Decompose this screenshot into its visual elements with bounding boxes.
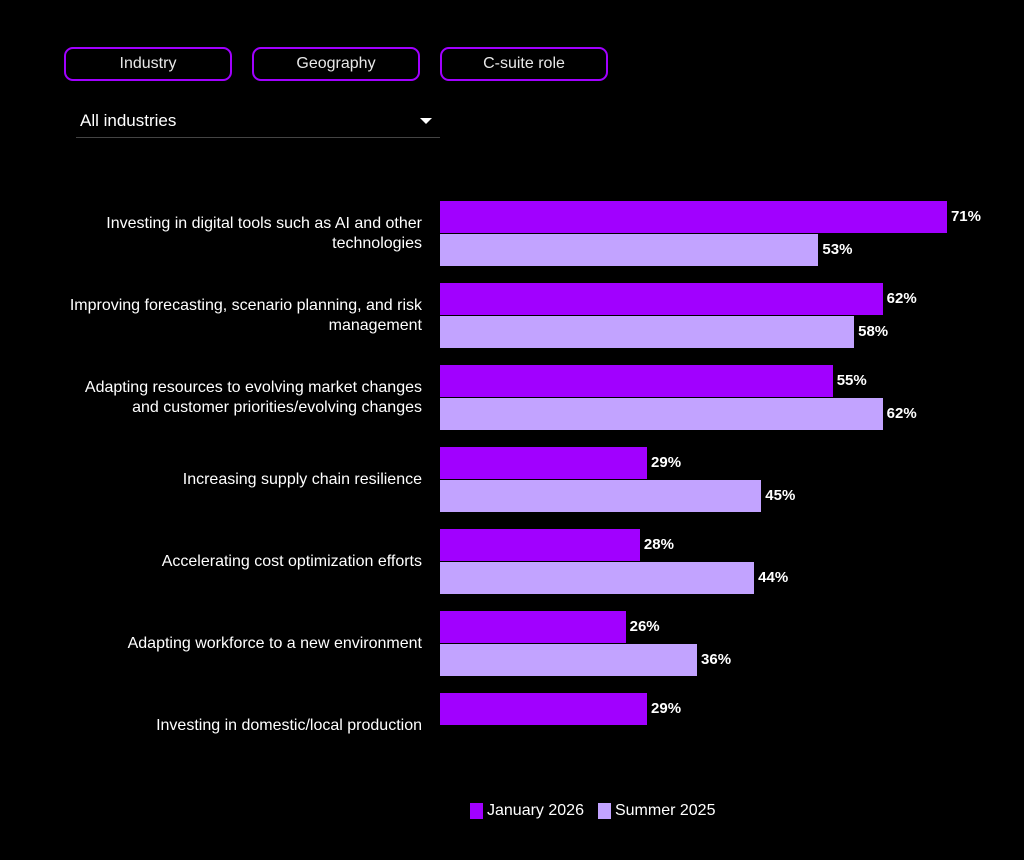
bar-january-2026 — [440, 365, 833, 397]
legend-label-january: January 2026 — [487, 802, 584, 819]
bar-summer-2025 — [440, 480, 762, 512]
legend-swatch-summer — [597, 803, 611, 819]
bar-summer-2025 — [440, 316, 855, 348]
bar-january-2026 — [440, 611, 626, 643]
bar-january-2026 — [440, 283, 883, 315]
data-label: 62% — [886, 405, 917, 422]
category-label: Increasing supply chain resilience — [182, 470, 422, 488]
category-label: Investing in digital tools such as AI an… — [106, 215, 422, 252]
category-label: Adapting resources to evolving market ch… — [84, 379, 422, 416]
data-label: 29% — [651, 454, 682, 471]
legend-label-summer: Summer 2025 — [614, 802, 716, 819]
bar-summer-2025 — [440, 398, 883, 430]
dropdown-value: All industries — [80, 111, 177, 130]
bar-january-2026 — [440, 529, 640, 561]
bar-january-2026 — [440, 693, 648, 725]
data-label: 28% — [643, 536, 674, 553]
data-label: 71% — [950, 208, 981, 225]
data-label: 36% — [701, 651, 732, 668]
bar-january-2026 — [440, 447, 648, 479]
bar-summer-2025 — [440, 234, 819, 266]
tab-c-suite-role[interactable]: C-suite role — [440, 47, 608, 81]
bar-summer-2025 — [440, 644, 698, 676]
data-label: 58% — [858, 323, 889, 340]
data-label: 44% — [758, 569, 789, 586]
industry-dropdown[interactable]: All industries — [76, 105, 440, 138]
data-label: 29% — [651, 700, 682, 717]
category-label: Investing in domestic/local production — [156, 716, 422, 734]
bar-january-2026 — [440, 201, 947, 233]
category-label: Accelerating cost optimization efforts — [161, 552, 422, 570]
data-label: 53% — [822, 241, 853, 258]
chevron-down-icon — [420, 118, 432, 124]
data-label: 55% — [836, 372, 867, 389]
category-label: Adapting workforce to a new environment — [127, 634, 422, 652]
data-label: 45% — [765, 487, 796, 504]
tab-industry[interactable]: Industry — [64, 47, 232, 81]
category-label: Improving forecasting, scenario planning… — [69, 297, 422, 334]
bar-summer-2025 — [440, 562, 755, 594]
data-label: 26% — [629, 618, 660, 635]
legend-swatch-january — [470, 803, 483, 819]
tab-geography[interactable]: Geography — [252, 47, 420, 81]
data-label: 62% — [886, 290, 917, 307]
legend: January 2026 Summer 2025 — [470, 802, 715, 820]
